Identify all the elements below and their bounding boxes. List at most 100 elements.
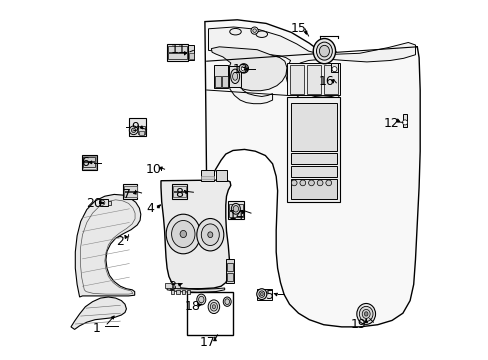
Bar (229, 66, 241, 87)
Bar (187, 45, 194, 60)
Bar (82, 156, 96, 169)
Bar (83, 157, 95, 161)
Circle shape (250, 27, 258, 34)
Bar (222, 76, 227, 87)
Ellipse shape (364, 312, 367, 316)
Ellipse shape (171, 220, 195, 248)
Ellipse shape (231, 203, 240, 214)
Bar (168, 53, 186, 59)
Bar (227, 263, 232, 271)
Bar (128, 118, 145, 136)
Ellipse shape (196, 294, 205, 305)
Text: 5: 5 (265, 289, 273, 302)
Circle shape (308, 180, 314, 186)
Polygon shape (161, 180, 230, 289)
Bar (290, 179, 336, 199)
Circle shape (317, 180, 322, 186)
Ellipse shape (232, 72, 237, 80)
Bar (228, 211, 243, 217)
Ellipse shape (229, 28, 241, 35)
Polygon shape (167, 287, 224, 292)
Bar (164, 283, 171, 288)
Bar (227, 273, 232, 281)
Text: 14: 14 (228, 209, 244, 222)
Ellipse shape (180, 230, 186, 238)
Text: 3: 3 (167, 280, 175, 293)
Bar (213, 65, 228, 88)
Circle shape (100, 200, 104, 205)
Bar (286, 97, 340, 202)
Bar (289, 65, 303, 94)
Circle shape (331, 67, 336, 72)
Text: 11: 11 (171, 43, 186, 56)
Text: 6: 6 (81, 156, 89, 169)
Bar (186, 292, 232, 335)
Circle shape (299, 180, 305, 186)
Text: 13: 13 (232, 63, 247, 76)
Circle shape (241, 66, 246, 71)
Bar (83, 162, 95, 167)
Bar (286, 63, 340, 95)
Circle shape (402, 120, 407, 125)
Text: 20: 20 (86, 197, 102, 210)
Bar (290, 103, 336, 151)
Bar (172, 192, 186, 197)
Bar (290, 166, 336, 177)
Bar (81, 155, 97, 170)
Bar (172, 283, 179, 288)
Bar (188, 53, 193, 59)
Bar (290, 153, 336, 164)
Ellipse shape (258, 291, 264, 297)
Ellipse shape (166, 214, 200, 254)
Bar (172, 186, 186, 197)
Polygon shape (208, 27, 415, 104)
Polygon shape (71, 297, 126, 329)
Bar (181, 290, 185, 294)
Ellipse shape (198, 296, 203, 303)
Bar (402, 114, 407, 127)
Bar (168, 46, 186, 52)
Ellipse shape (319, 45, 329, 57)
Bar (122, 184, 137, 199)
Text: 4: 4 (146, 202, 154, 215)
Bar (324, 65, 338, 94)
Bar (123, 186, 136, 197)
Bar (227, 201, 244, 219)
Circle shape (129, 126, 138, 135)
Ellipse shape (207, 232, 212, 238)
Bar (171, 184, 186, 199)
Text: 7: 7 (123, 188, 131, 201)
Polygon shape (75, 194, 141, 297)
Bar (167, 44, 187, 61)
Bar (215, 170, 227, 181)
Bar (225, 259, 233, 283)
Polygon shape (204, 20, 419, 327)
Text: 17: 17 (200, 336, 215, 349)
Ellipse shape (313, 39, 335, 64)
Text: 19: 19 (350, 318, 366, 331)
Ellipse shape (208, 300, 219, 314)
Text: 10: 10 (145, 163, 162, 176)
Text: 9: 9 (130, 121, 139, 134)
Bar (176, 290, 179, 294)
Bar (306, 65, 321, 94)
Ellipse shape (356, 303, 375, 324)
Text: 8: 8 (175, 187, 183, 200)
Text: 1: 1 (93, 322, 101, 335)
Ellipse shape (201, 224, 219, 246)
Bar (107, 201, 110, 205)
Bar (138, 126, 144, 134)
Ellipse shape (210, 302, 217, 311)
Circle shape (239, 64, 248, 73)
Bar (123, 192, 136, 197)
Circle shape (252, 29, 256, 32)
Text: 15: 15 (290, 22, 306, 35)
Bar (330, 63, 337, 72)
Text: 16: 16 (318, 75, 334, 87)
Bar (215, 76, 221, 87)
Bar (186, 290, 190, 294)
Circle shape (325, 180, 331, 186)
Circle shape (131, 128, 136, 132)
Bar (257, 289, 271, 300)
Ellipse shape (256, 289, 266, 300)
